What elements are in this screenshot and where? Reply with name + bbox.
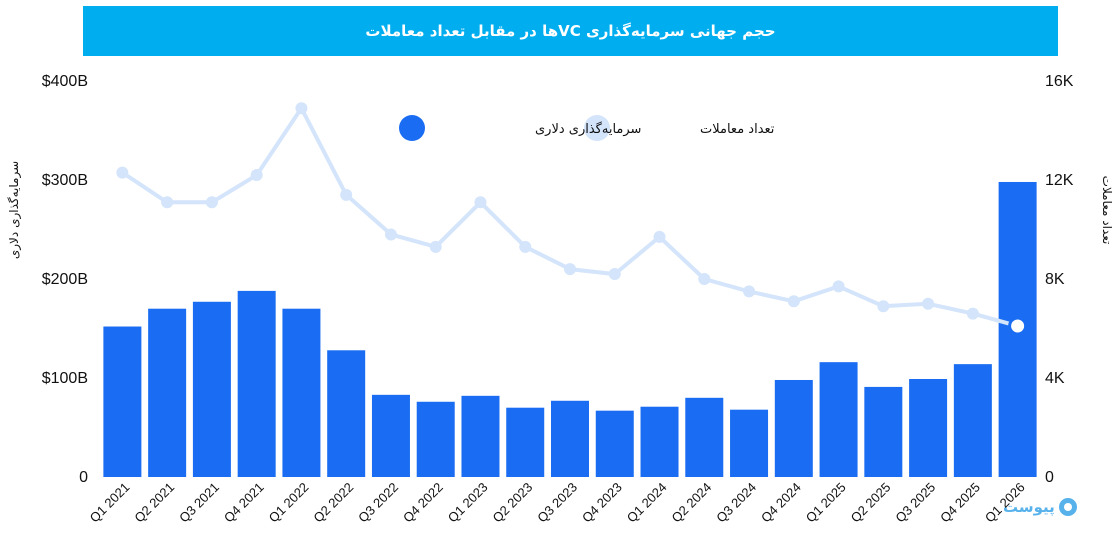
line-point: [564, 263, 576, 276]
right-tick-label: 4K: [1045, 370, 1065, 387]
line-point: [474, 196, 487, 209]
line-point: [340, 188, 353, 201]
right-axis-title: تعداد معاملات: [1100, 176, 1114, 245]
title-bar: حجم جهانی سرمایه‌گذاری VCها در مقابل تعد…: [83, 6, 1058, 56]
line-point: [877, 300, 890, 313]
line-point: [384, 228, 397, 241]
bar: [909, 378, 948, 477]
x-tick-label: Q4 2024: [758, 480, 804, 526]
legend-label-deals: تعداد معاملات: [700, 122, 775, 137]
left-axis-ticks: 0 $100B $200B $300B $400B: [42, 73, 88, 486]
x-tick-label: Q1 2025: [803, 480, 849, 526]
x-tick-label: Q4 2023: [579, 480, 625, 526]
x-tick-label: Q3 2024: [713, 480, 759, 526]
x-tick-label: Q2 2023: [489, 480, 535, 526]
line-point: [743, 285, 756, 298]
right-axis-ticks: 0 4K 8K 12K 16K: [1045, 73, 1074, 486]
bar: [237, 290, 276, 477]
watermark-logo-icon: [1058, 498, 1077, 516]
bar: [327, 350, 366, 477]
bar: [864, 386, 903, 477]
left-tick-label: $400B: [42, 73, 88, 90]
bar: [730, 409, 769, 477]
bar: [774, 379, 813, 477]
line-point: [966, 307, 979, 320]
line-point: [922, 297, 935, 310]
legend: تعداد معاملات سرمایه‌گذاری دلاری: [399, 115, 775, 141]
line-point: [787, 295, 800, 308]
line-point: [519, 240, 532, 253]
legend-label-investment: سرمایه‌گذاری دلاری: [535, 121, 641, 137]
line-point: [116, 166, 129, 179]
bar: [819, 362, 858, 477]
bars-group: [103, 181, 1037, 478]
bar: [416, 401, 455, 477]
right-tick-label: 12K: [1045, 172, 1074, 189]
x-tick-label: Q2 2021: [131, 480, 177, 526]
x-tick-label: Q1 2022: [266, 480, 312, 526]
watermark-text: پیوست: [1003, 498, 1055, 516]
line-point: [698, 273, 711, 285]
line-point: [205, 196, 218, 209]
bar: [192, 301, 231, 477]
left-tick-label: 0: [79, 469, 88, 486]
bar: [595, 410, 634, 477]
left-tick-label: $300B: [42, 172, 88, 189]
x-tick-label: Q2 2024: [669, 480, 715, 526]
x-tick-label: Q3 2023: [534, 480, 580, 526]
legend-marker-investment: [399, 115, 425, 141]
x-tick-label: Q4 2022: [400, 480, 446, 526]
x-tick-label: Q2 2025: [848, 480, 894, 526]
bar: [640, 406, 679, 477]
chart-title: حجم جهانی سرمایه‌گذاری VCها در مقابل تعد…: [365, 22, 776, 40]
x-tick-label: Q3 2022: [355, 480, 401, 526]
right-tick-label: 0: [1045, 469, 1054, 486]
line-point: [295, 102, 308, 115]
x-tick-label: Q1 2024: [624, 480, 670, 526]
bar: [685, 397, 724, 477]
line-point: [608, 268, 621, 281]
x-tick-label: Q4 2021: [221, 480, 267, 526]
bar: [461, 395, 500, 477]
left-tick-label: $200B: [42, 271, 88, 288]
left-tick-label: $100B: [42, 370, 88, 387]
x-tick-label: Q4 2025: [937, 480, 983, 526]
right-tick-label: 8K: [1045, 271, 1065, 288]
line-point: [250, 169, 263, 182]
x-tick-label: Q3 2025: [892, 480, 938, 526]
bar: [148, 308, 187, 477]
left-axis-title: سرمایه‌گذاری دلاری: [7, 161, 22, 259]
line-point: [161, 196, 174, 209]
x-tick-label: Q1 2021: [87, 480, 133, 526]
bar: [551, 400, 589, 477]
line-point: [832, 280, 845, 293]
bar: [506, 407, 545, 477]
bar: [282, 308, 321, 477]
line-point: [653, 230, 666, 243]
line-point: [1008, 316, 1028, 336]
x-tick-label: Q3 2021: [176, 480, 222, 526]
bar: [371, 394, 410, 477]
legend-marker-deals: [584, 115, 610, 141]
bar: [103, 326, 142, 477]
line-point: [429, 240, 442, 253]
x-tick-label: Q1 2023: [445, 480, 491, 526]
bar: [953, 364, 992, 477]
x-tick-label: Q2 2022: [310, 480, 356, 526]
watermark: پیوست: [1003, 498, 1077, 516]
line-series-group: [116, 102, 1028, 336]
right-tick-label: 16K: [1045, 73, 1074, 90]
